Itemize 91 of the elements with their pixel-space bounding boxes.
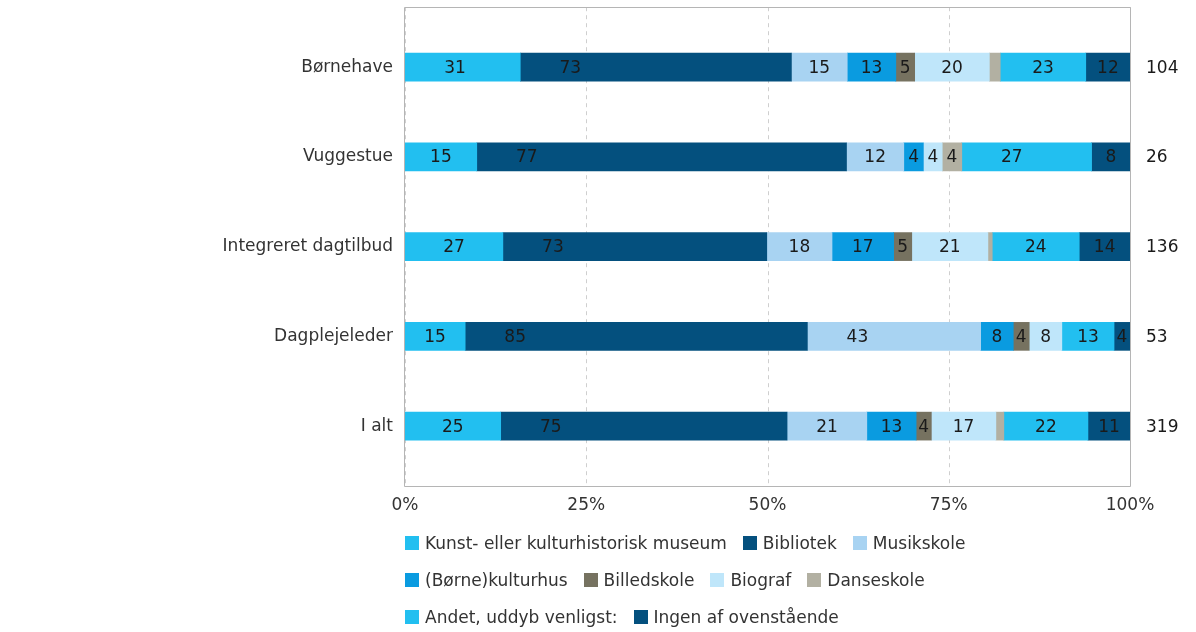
annotation: 73 [559,56,582,77]
annotation: 13 [860,56,883,77]
bar [995,411,1005,441]
annotation: 77 [515,146,538,167]
bar [807,322,981,351]
annotation: 4 [946,146,958,167]
bar [991,232,1080,261]
bar [987,232,993,261]
annotation: 8 [1040,325,1051,346]
bar [831,232,894,261]
annotation: 75 [539,415,562,436]
bar [405,232,504,261]
legend-label: Biograf [730,570,792,590]
x-tick-label: 0% [391,493,419,514]
y-tick-label: Integreret dagtilbud [222,235,393,256]
bar [914,52,990,82]
annotation: 13 [1077,325,1099,346]
x-tick-label: 50% [748,493,787,514]
x-tick-label: 100% [1105,493,1155,514]
legend-label: Bibliotek [762,533,837,553]
annotation: 25 [442,415,464,436]
annotation: 4 [1116,325,1128,346]
annotation: 15 [424,325,446,346]
y-tick-label: Vuggestue [302,145,393,166]
annotation: 136 [1146,236,1179,257]
x-tick-label: 75% [929,493,968,514]
bar [786,411,868,441]
bar [500,411,788,441]
bar [405,52,521,82]
annotation: 22 [1035,415,1057,436]
annotation: 31 [444,56,466,77]
annotation: 17 [952,415,975,436]
bar [989,52,1001,82]
bar [931,411,997,441]
annotation: 15 [808,56,831,77]
annotation: 4 [1015,325,1027,346]
annotation: 12 [1097,56,1119,77]
annotation: 4 [918,415,930,436]
annotation: 13 [880,415,903,436]
annotation: 8 [991,325,1003,346]
annotation: 21 [939,236,961,257]
legend-label: Danseskole [827,570,925,590]
annotation: 4 [927,146,939,167]
y-tick-label: Dagplejeleder [274,324,393,345]
bar [980,322,1014,351]
bar [464,322,808,351]
annotation: 12 [864,146,886,167]
legend-label: Billedskole [603,570,695,590]
annotation: 15 [430,146,452,167]
bar [405,411,502,441]
bar [766,232,833,261]
annotation: 4 [908,146,919,167]
bar [502,232,768,261]
bar [405,142,478,172]
annotation: 73 [542,236,564,257]
bar [1003,411,1089,441]
annotation: 8 [1105,146,1117,167]
annotation: 85 [504,325,526,346]
legend-label: Andet, uddyb venligst: [425,607,618,627]
bar [1078,232,1130,261]
bar [519,52,792,82]
bar [961,142,1092,172]
annotation: 14 [1093,236,1116,257]
annotation: 17 [852,236,874,257]
legend-label: Musikskole [872,533,966,553]
annotation: 5 [897,236,909,257]
legend-label: (Børne)kulturhus [425,570,568,590]
legend-label: Ingen af ovenstående [653,607,839,627]
annotation: 43 [846,325,869,346]
annotation: 24 [1024,236,1047,257]
x-tick-label: 25% [567,493,606,514]
annotation: 5 [899,56,911,77]
annotation: 27 [443,236,465,257]
annotation: 104 [1146,56,1179,77]
annotation: 11 [1098,415,1120,436]
annotation: 53 [1146,325,1168,346]
y-tick-label: I alt [360,414,394,435]
annotation: 26 [1146,146,1168,167]
bar [911,232,989,261]
annotation: 20 [941,56,963,77]
bar [476,142,847,172]
y-tick-label: Børnehave [301,55,393,76]
bar [999,52,1087,82]
bar [1061,322,1115,351]
annotation: 23 [1032,56,1054,77]
annotation: 21 [816,415,838,436]
annotation: 319 [1146,415,1179,436]
annotation: 27 [1000,146,1023,167]
annotation: 18 [788,236,811,257]
bar [405,322,466,351]
legend-label: Kunst- eller kulturhistorisk museum [425,533,727,553]
